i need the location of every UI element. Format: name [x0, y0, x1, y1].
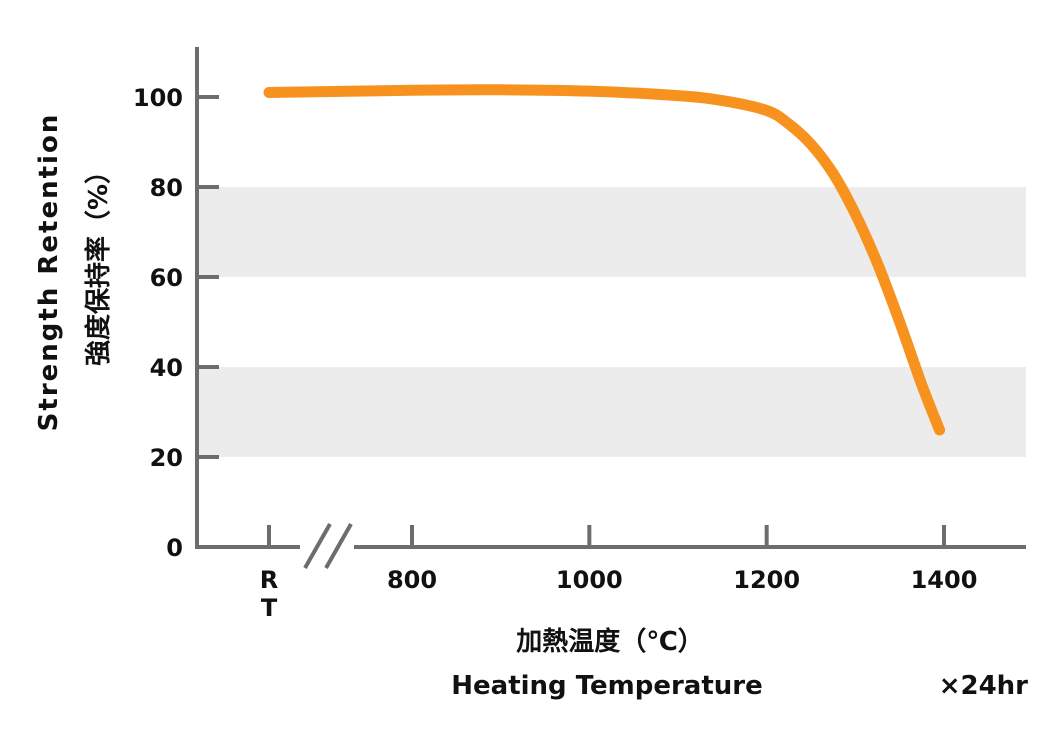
y-tick-label-100: 100	[133, 84, 183, 112]
axes	[195, 47, 1026, 569]
duration-note: ×24hr	[939, 671, 1028, 701]
series-group	[263, 84, 946, 436]
y-axis-ticks: 0 20 40 60 80 100	[133, 84, 219, 562]
x-tick-label-1000: 1000	[556, 566, 623, 594]
y-axis-title-jp: 強度保持率（%）	[83, 158, 114, 366]
x-tick-label-1400: 1400	[911, 566, 978, 594]
x-axis-title-jp: 加熱温度（℃）	[516, 626, 704, 657]
axis-break-gap	[300, 543, 354, 551]
axis-break-mark-1	[303, 523, 332, 569]
grid-bands	[197, 187, 1026, 457]
grid-band-1	[197, 187, 1026, 277]
y-tick-label-80: 80	[150, 174, 183, 202]
series-line-0	[263, 84, 946, 436]
x-axis-ticks: R T 800 1000 1200 1400	[260, 525, 978, 622]
x-tick-label-1200: 1200	[733, 566, 800, 594]
x-axis-title-en: Heating Temperature	[451, 671, 762, 701]
axis-break-mark-2	[324, 523, 353, 569]
y-tick-label-60: 60	[150, 264, 183, 292]
y-tick-label-0: 0	[166, 534, 183, 562]
x-tick-label-800: 800	[387, 566, 437, 594]
grid-band-0	[197, 367, 1026, 457]
y-tick-label-20: 20	[150, 444, 183, 472]
y-tick-label-40: 40	[150, 354, 183, 382]
y-axis-title-en: Strength Retention	[34, 113, 64, 432]
